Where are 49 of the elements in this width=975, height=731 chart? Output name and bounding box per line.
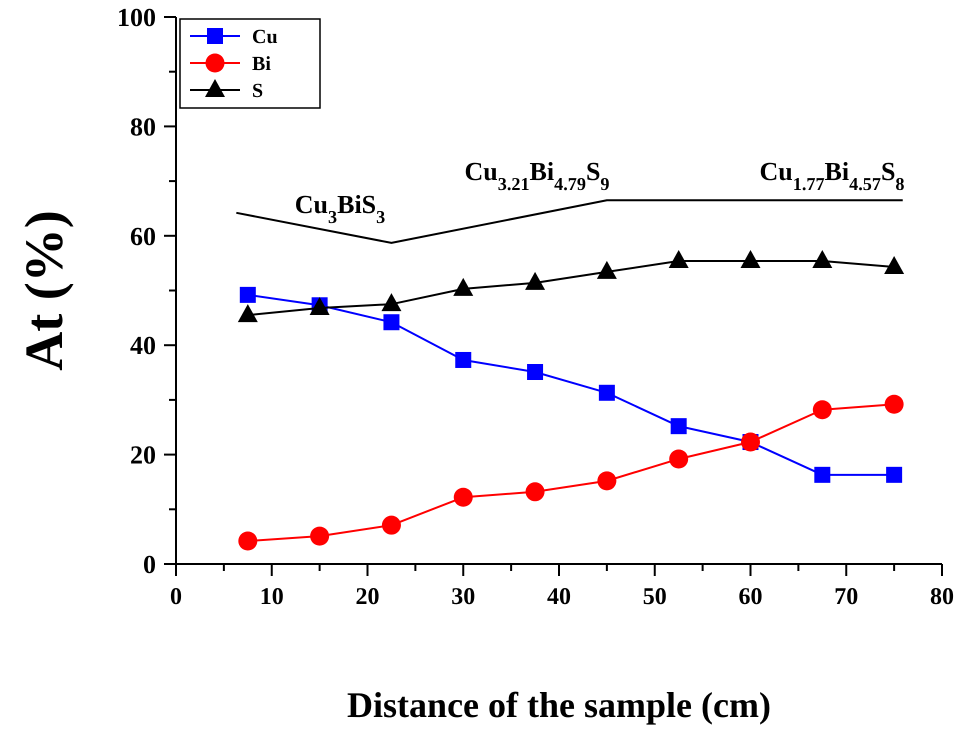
point bbox=[812, 400, 832, 420]
point bbox=[453, 278, 474, 296]
point bbox=[812, 250, 832, 268]
y-axis-title: At (%) bbox=[14, 210, 74, 371]
x-tick-label: 10 bbox=[260, 584, 284, 610]
point bbox=[240, 286, 256, 303]
y-tick-label: 60 bbox=[130, 222, 156, 251]
legend-label: Cu bbox=[252, 26, 278, 48]
point bbox=[740, 250, 760, 268]
point bbox=[383, 314, 400, 330]
x-axis-title: Distance of the sample (cm) bbox=[347, 685, 771, 725]
point bbox=[526, 482, 545, 502]
y-tick-label: 20 bbox=[130, 440, 156, 470]
point bbox=[668, 250, 689, 268]
point bbox=[596, 260, 617, 279]
y-tick-label: 0 bbox=[143, 550, 156, 579]
point bbox=[884, 256, 904, 274]
x-tick-label: 40 bbox=[547, 584, 571, 610]
y-tick-label: 40 bbox=[130, 331, 156, 360]
point bbox=[238, 304, 258, 322]
point bbox=[598, 384, 615, 401]
point bbox=[310, 526, 330, 546]
x-tick-label: 60 bbox=[738, 584, 762, 610]
point bbox=[670, 418, 687, 434]
point bbox=[884, 394, 904, 414]
x-tick-label: 50 bbox=[642, 584, 667, 610]
point bbox=[527, 364, 544, 380]
point bbox=[814, 466, 830, 483]
point bbox=[886, 466, 902, 483]
x-tick-label: 20 bbox=[356, 584, 380, 610]
y-tick-label: 100 bbox=[117, 3, 156, 32]
x-tick-label: 70 bbox=[834, 584, 858, 610]
y-tick-label: 80 bbox=[130, 112, 156, 142]
legend-label: Bi bbox=[252, 53, 272, 75]
point bbox=[381, 293, 402, 312]
annotation: Cu$_{1.77}$Bi$_{4.57}$S$_{8}$ bbox=[759, 157, 905, 194]
annotation: Cu$_{3}$BiS$_{3}$ bbox=[294, 190, 386, 227]
point bbox=[669, 449, 688, 468]
x-tick-label: 0 bbox=[170, 584, 182, 610]
point bbox=[382, 516, 401, 535]
point bbox=[455, 352, 472, 368]
x-tick-label: 30 bbox=[451, 584, 476, 610]
point bbox=[454, 488, 473, 507]
x-tick-label: 80 bbox=[930, 584, 954, 610]
annotation: Cu$_{3.21}$Bi$_{4.79}$S$_{9}$ bbox=[464, 157, 610, 194]
point bbox=[525, 272, 546, 290]
point bbox=[597, 471, 616, 490]
point bbox=[238, 532, 258, 551]
legend-label: S bbox=[252, 80, 264, 102]
